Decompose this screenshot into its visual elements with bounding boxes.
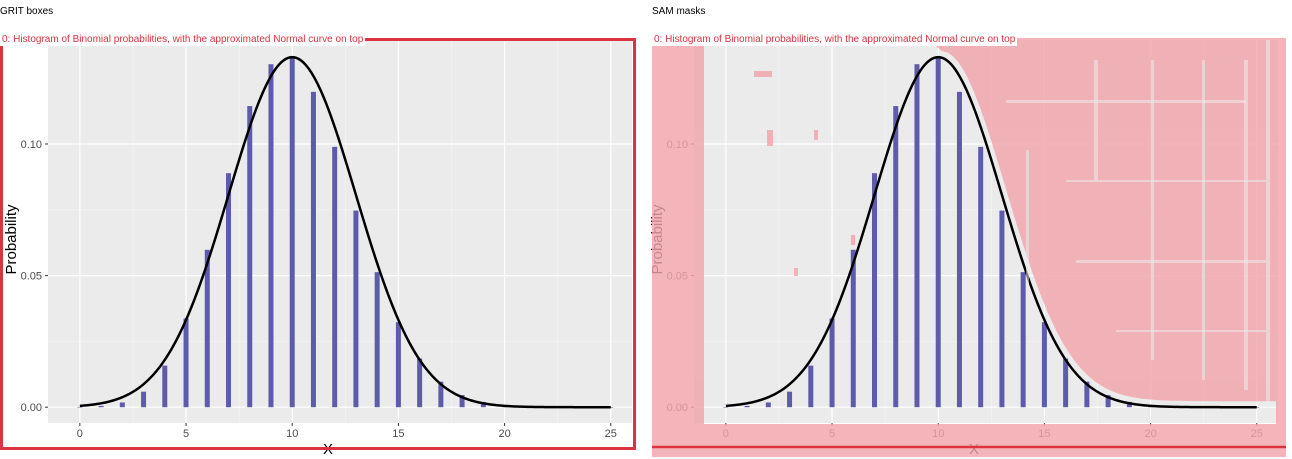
bar: [1105, 395, 1111, 408]
bar: [119, 402, 125, 408]
mask-region: [652, 38, 704, 457]
bar: [999, 210, 1005, 408]
bar: [183, 318, 189, 408]
normal-curve: [79, 55, 611, 409]
y-tick-label: 0.05: [21, 271, 42, 283]
mask-blob: [754, 71, 772, 77]
bar: [141, 391, 147, 408]
bar: [1254, 407, 1260, 408]
normal-curve: [725, 55, 1257, 409]
sam-masks-panel: SAM masks 05101520250.000.050.10XProbabi…: [646, 0, 1292, 459]
sam-panel-title: SAM masks: [652, 6, 706, 17]
x-tick-label: 10: [286, 428, 298, 440]
plot-background: [48, 40, 632, 423]
bar: [77, 406, 83, 408]
x-tick-label: 15: [392, 428, 404, 440]
bar: [374, 272, 380, 408]
y-tick-label: 0.00: [21, 402, 42, 414]
bar: [98, 405, 104, 408]
bar: [956, 91, 962, 408]
mask-region: [652, 424, 1286, 457]
bars: [723, 57, 1260, 408]
mask-region: [1276, 38, 1286, 457]
mask-gap: [1076, 260, 1266, 263]
x-tick-label: 25: [605, 428, 617, 440]
bar: [608, 407, 614, 408]
bar: [395, 322, 401, 408]
bar: [978, 146, 984, 408]
bar: [787, 391, 793, 408]
bar: [872, 173, 878, 408]
mask-blob: [814, 130, 818, 140]
bar: [850, 249, 856, 408]
mask-gap: [1266, 40, 1270, 420]
x-tick-label: 20: [498, 428, 510, 440]
bar: [226, 173, 232, 408]
bar: [459, 395, 465, 408]
bar: [765, 402, 771, 408]
bar: [289, 57, 295, 408]
mask-gap: [1244, 60, 1248, 390]
bar: [353, 210, 359, 408]
mask-gap: [1066, 180, 1266, 182]
grit-box-label: 0: Histogram of Binomial probabilities, …: [0, 34, 366, 46]
mask-gap: [1202, 60, 1205, 380]
mask-gap: [1006, 100, 1246, 103]
bar: [829, 318, 835, 408]
mask-gaps: [1006, 40, 1270, 420]
mask-gap: [1026, 150, 1029, 300]
mask-blob: [794, 268, 798, 276]
sam-mask: [652, 38, 1286, 457]
bar: [162, 365, 168, 408]
bar: [935, 57, 941, 408]
sam-mask-label: 0: Histogram of Binomial probabilities, …: [652, 34, 1018, 46]
bar: [893, 106, 899, 408]
y-axis-title: Probability: [3, 204, 20, 275]
grit-boxes-panel: GRIT boxes 0 5 10 15 20 25 0.00 0.05 0.10 X Probab…: [0, 6, 636, 458]
bar: [268, 64, 274, 408]
bar: [808, 365, 814, 408]
bar: [744, 405, 750, 408]
x-tick-label: 5: [183, 428, 189, 440]
bar: [247, 106, 253, 408]
bar: [332, 146, 338, 408]
y-tick-label: 0.10: [21, 139, 42, 151]
mask-gap: [1116, 330, 1266, 332]
x-tick-label: 0: [77, 428, 83, 440]
bar: [1063, 358, 1069, 408]
bar: [1041, 322, 1047, 408]
bar: [914, 64, 920, 408]
mask-region: [928, 40, 1276, 402]
bar: [438, 381, 444, 408]
mask-blob: [767, 130, 773, 146]
bar: [1020, 272, 1026, 408]
mask-gap: [1151, 60, 1154, 360]
bar: [204, 249, 210, 408]
bar: [723, 406, 729, 408]
bar: [417, 358, 423, 408]
mask-gap: [1094, 60, 1098, 180]
bar: [310, 91, 316, 408]
bar: [1084, 381, 1090, 408]
mask-blob: [851, 235, 855, 245]
grit-panel-title: GRIT boxes: [0, 6, 54, 17]
